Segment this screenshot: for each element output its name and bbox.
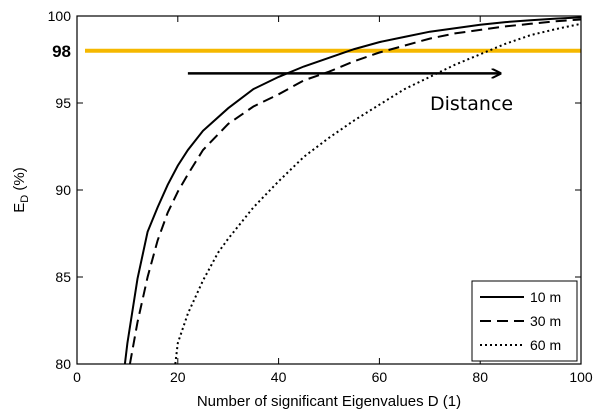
y-axis-label-subscript: D bbox=[19, 195, 31, 203]
plot-area: Distance bbox=[85, 16, 581, 364]
y-tick-label: 80 bbox=[55, 356, 71, 372]
y-tick-label: 85 bbox=[55, 269, 71, 285]
x-tick-label: 100 bbox=[569, 369, 593, 385]
y-axis-label-main: E bbox=[11, 203, 28, 213]
legend-label: 10 m bbox=[530, 289, 561, 305]
y-axis-label-suffix: (%) bbox=[11, 167, 28, 195]
legend-label: 60 m bbox=[530, 337, 561, 353]
axis-labels: Number of significant Eigenvalues D (1) … bbox=[11, 167, 461, 410]
axes: 0 20 40 60 80 100 80 85 90 95 100 98 bbox=[48, 8, 593, 385]
y-tick-label: 90 bbox=[55, 182, 71, 198]
series-group bbox=[123, 16, 581, 364]
x-tick-label: 20 bbox=[170, 369, 186, 385]
series-line-10m bbox=[123, 16, 581, 364]
legend-label: 30 m bbox=[530, 313, 561, 329]
y-tick-label: 95 bbox=[55, 95, 71, 111]
reference-label: 98 bbox=[52, 42, 71, 61]
x-tick-label: 0 bbox=[73, 369, 81, 385]
x-tick-label: 60 bbox=[372, 369, 388, 385]
x-tick-label: 80 bbox=[472, 369, 488, 385]
distance-annotation: Distance bbox=[430, 93, 513, 115]
series-line-60m bbox=[174, 22, 581, 364]
legend: 10 m 30 m 60 m bbox=[471, 280, 578, 362]
y-axis-label: ED (%) bbox=[11, 167, 31, 212]
series-line-30m bbox=[128, 18, 581, 364]
x-tick-label: 40 bbox=[271, 369, 287, 385]
x-axis-label: Number of significant Eigenvalues D (1) bbox=[197, 393, 461, 410]
y-tick-label: 100 bbox=[48, 8, 72, 24]
